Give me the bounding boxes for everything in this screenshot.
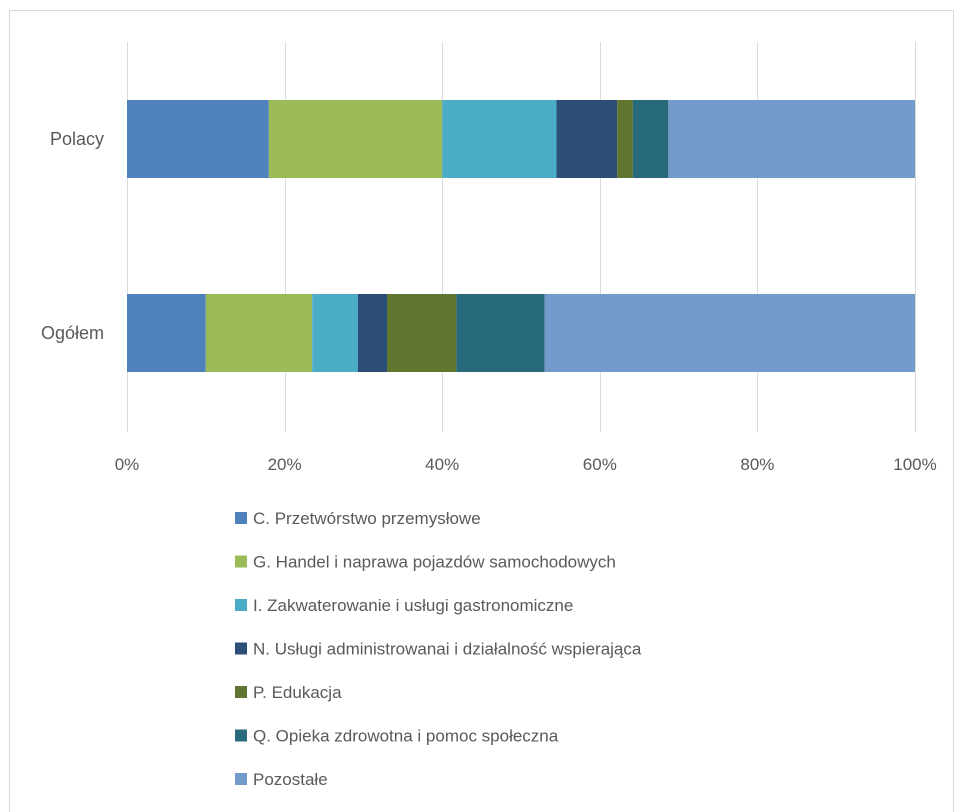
- bar-segment: [632, 100, 669, 178]
- x-tick-label: 80%: [740, 455, 774, 474]
- x-tick-label: 40%: [425, 455, 459, 474]
- legend-swatch: [235, 686, 247, 698]
- x-tick-label: 100%: [893, 455, 936, 474]
- value-axis: 0% 20% 40% 60% 80% 100%: [115, 455, 937, 474]
- bar-segment: [442, 100, 557, 178]
- legend-label: Q. Opieka zdrowotna i pomoc społeczna: [253, 727, 559, 746]
- bar-segment: [268, 100, 443, 178]
- x-tick-label: 60%: [583, 455, 617, 474]
- bar-segment: [556, 100, 618, 178]
- bar-segment: [668, 100, 915, 178]
- legend-swatch: [235, 773, 247, 785]
- bar-segment: [205, 294, 313, 372]
- legend-label: Pozostałe: [253, 770, 328, 789]
- bar-segment: [617, 100, 633, 178]
- bar-segment: [127, 294, 206, 372]
- legend-swatch: [235, 642, 247, 655]
- legend-swatch: [235, 555, 247, 568]
- bar-segment: [357, 294, 388, 372]
- legend-label: P. Edukacja: [253, 683, 342, 702]
- x-tick-label: 0%: [115, 455, 140, 474]
- legend-swatch: [235, 729, 247, 742]
- bar-segment: [456, 294, 545, 372]
- bar-segment: [127, 100, 269, 178]
- bar-segment: [312, 294, 358, 372]
- legend-label: C. Przetwórstwo przemysłowe: [253, 509, 481, 528]
- legend-swatch: [235, 599, 247, 611]
- category-axis: Polacy Ogółem: [41, 129, 104, 343]
- bars: [127, 100, 915, 372]
- bar-segment: [387, 294, 457, 372]
- category-label: Ogółem: [41, 323, 104, 343]
- bar-segment: [544, 294, 915, 372]
- legend-label: I. Zakwaterowanie i usługi gastronomiczn…: [253, 596, 573, 615]
- x-tick-label: 20%: [268, 455, 302, 474]
- legend-swatch: [235, 512, 247, 524]
- legend-label: N. Usługi administrowanai i działalność …: [253, 640, 642, 659]
- legend: C. Przetwórstwo przemysłowe G. Handel i n…: [235, 509, 642, 789]
- category-label: Polacy: [50, 129, 104, 149]
- legend-label: G. Handel i naprawa pojazdów samochodowy…: [253, 553, 616, 572]
